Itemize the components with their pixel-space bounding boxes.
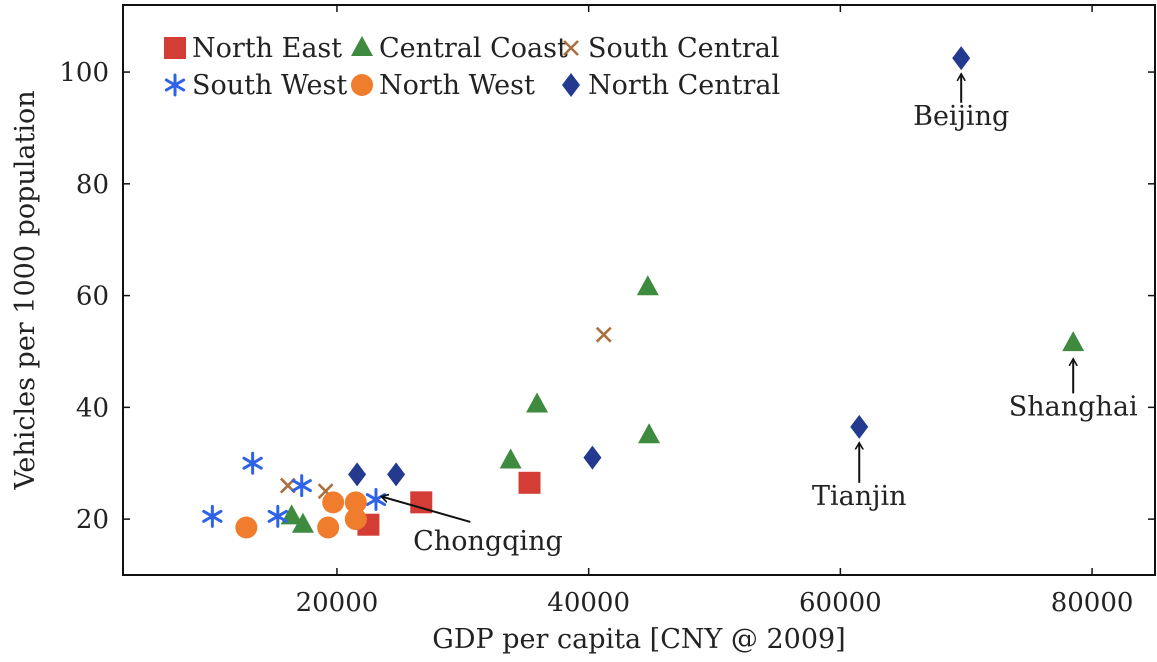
legend-marker-south-central: [563, 40, 579, 56]
legend-label-north-west: North West: [379, 70, 535, 101]
point-south-west-4: [365, 488, 387, 512]
point-south-west-3: [291, 474, 312, 498]
annotation-label-tianjin: Tianjin: [812, 481, 907, 512]
legend-label-south-central: South Central: [588, 33, 779, 64]
legend-marker-north-east: [164, 37, 186, 59]
point-central-coast-3: [526, 392, 549, 413]
point-north-central-2: [583, 445, 602, 470]
y-tick-label-40: 40: [76, 393, 109, 423]
y-tick-label-100: 100: [59, 58, 109, 88]
point-north-central-4: [952, 46, 971, 71]
data-points: [202, 46, 1085, 539]
point-north-central-3: [850, 414, 869, 439]
legend-marker-north-central: [562, 73, 580, 97]
x-axis-title: GDP per capita [CNY @ 2009]: [432, 624, 845, 655]
legend-item-south-central: South Central: [563, 33, 779, 64]
y-tick-label-60: 60: [76, 282, 109, 312]
point-north-west-3: [344, 491, 367, 514]
annotation-label-shanghai: Shanghai: [1009, 392, 1138, 423]
legend-label-north-east: North East: [192, 33, 342, 64]
annotation-arrow-chongqing: [382, 497, 471, 523]
point-central-coast-5: [638, 423, 661, 444]
legend-item-north-central: North Central: [562, 70, 780, 101]
point-south-west-1: [242, 451, 263, 475]
legend: North East Central Coast South Central Sout…: [164, 33, 780, 101]
y-axis-title: Vehicles per 1000 population: [10, 90, 41, 490]
legend-label-south-west: South West: [192, 70, 347, 101]
point-central-coast-1: [291, 512, 314, 533]
x-tick-label-20000: 20000: [296, 588, 379, 618]
point-north-central-0: [348, 462, 367, 487]
x-tick-label-60000: 60000: [799, 588, 882, 618]
y-tick-label-80: 80: [76, 170, 109, 200]
legend-label-central-coast: Central Coast: [379, 33, 568, 64]
x-tick-label-80000: 80000: [1051, 588, 1134, 618]
legend-marker-north-west: [351, 74, 373, 96]
point-north-east-2: [518, 471, 541, 494]
annotation-label-beijing: Beijing: [913, 101, 1009, 132]
legend-marker-central-coast: [351, 36, 373, 56]
annotations: Beijing Shanghai Tianjin Chongqing: [382, 75, 1138, 557]
point-north-east-1: [410, 491, 433, 514]
point-central-coast-4: [636, 275, 659, 296]
point-north-west-4: [344, 508, 367, 531]
annotation-label-chongqing: Chongqing: [413, 526, 563, 557]
point-north-central-1: [387, 462, 406, 487]
y-tick-label-20: 20: [76, 505, 109, 535]
point-central-coast-6: [1062, 331, 1085, 352]
point-south-central-2: [595, 326, 612, 343]
plot-frame: [122, 4, 1156, 576]
point-north-west-1: [317, 516, 340, 539]
point-north-west-0: [235, 516, 258, 539]
point-south-west-0: [202, 504, 223, 528]
x-tick-label-40000: 40000: [547, 588, 630, 618]
point-south-west-2: [267, 504, 288, 528]
axis-ticks: 20000 40000 60000 80000 20 40 60 80 100: [59, 5, 1155, 618]
legend-item-north-east: North East: [164, 33, 342, 64]
legend-item-south-west: South West: [164, 70, 347, 101]
legend-item-north-west: North West: [351, 70, 535, 101]
legend-marker-south-west: [164, 73, 186, 97]
legend-label-north-central: North Central: [588, 70, 780, 101]
legend-item-central-coast: Central Coast: [351, 33, 568, 64]
point-central-coast-2: [499, 448, 522, 469]
point-north-west-2: [322, 491, 345, 514]
point-central-coast-0: [280, 504, 303, 525]
